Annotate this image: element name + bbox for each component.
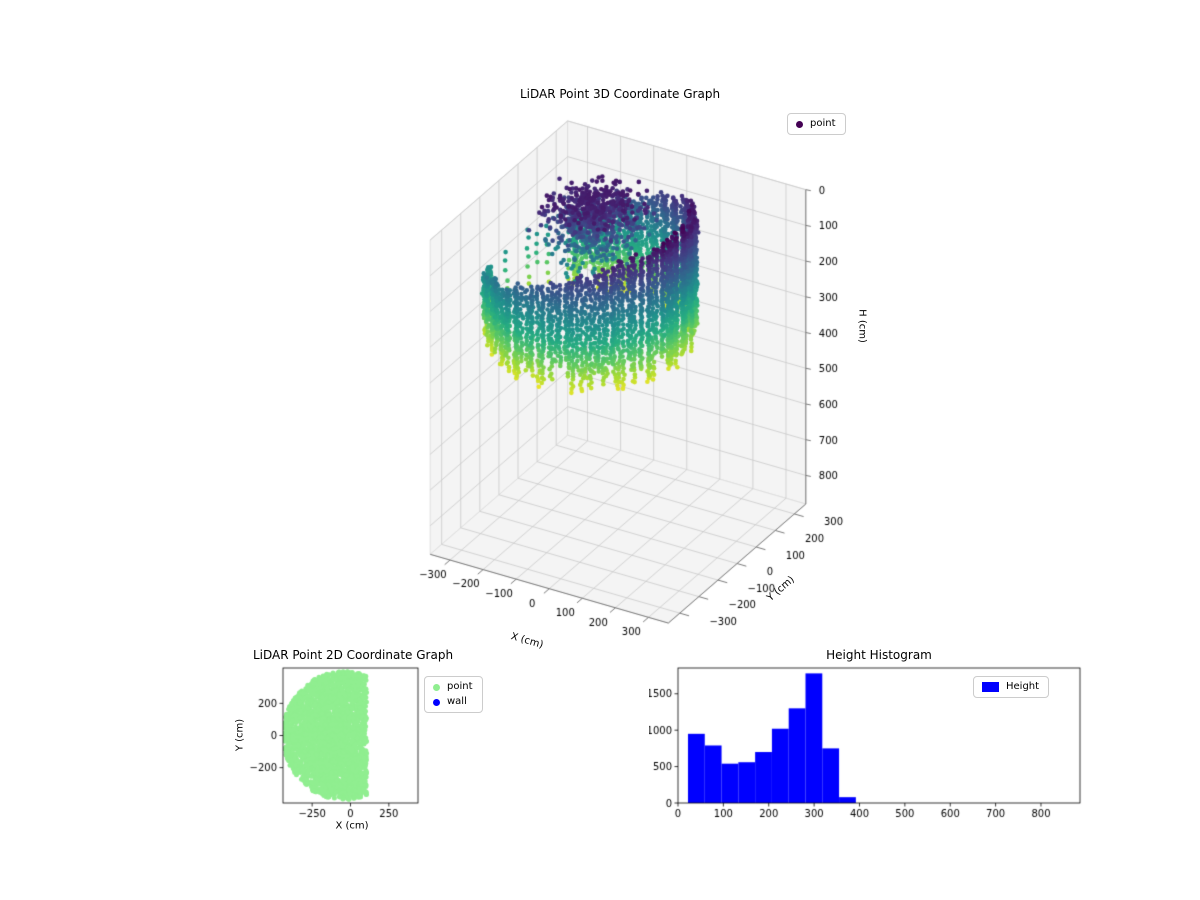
plot-3d: LiDAR Point 3D Coordinate Graph X (cm) Y…: [330, 80, 910, 680]
legend-label-point: point: [810, 118, 836, 129]
legend-label-wall: wall: [447, 696, 467, 707]
point-marker-icon: [433, 683, 440, 691]
plot-histogram: Height Histogram Height: [649, 640, 1109, 850]
plot-2d-yaxis-label: Y (cm): [234, 718, 246, 752]
legend-item-point: point: [433, 682, 473, 692]
plot-2d-xaxis-label: X (cm): [335, 820, 369, 832]
plot-3d-canvas: [330, 80, 910, 680]
plot-3d-legend: point: [787, 113, 846, 135]
plot-2d: LiDAR Point 2D Coordinate Graph X (cm) Y…: [198, 640, 508, 850]
point-marker-icon: [796, 120, 803, 128]
legend-item-point: point: [796, 119, 836, 129]
legend-label-height: Height: [1006, 681, 1040, 692]
plot-2d-legend: point wall: [424, 676, 483, 713]
wall-marker-icon: [433, 698, 440, 706]
plot-3d-title: LiDAR Point 3D Coordinate Graph: [519, 87, 721, 101]
legend-item-wall: wall: [433, 697, 473, 707]
histogram-title: Height Histogram: [826, 648, 932, 662]
histogram-legend: Height: [973, 676, 1050, 698]
plot-2d-title: LiDAR Point 2D Coordinate Graph: [252, 648, 454, 662]
histogram-canvas: [649, 640, 1109, 850]
plot-3d-zaxis-label: H (cm): [856, 309, 868, 343]
legend-item-height: Height: [982, 682, 1039, 692]
legend-label-point: point: [447, 681, 473, 692]
plot-2d-canvas: [198, 640, 508, 850]
height-patch-icon: [982, 682, 999, 692]
